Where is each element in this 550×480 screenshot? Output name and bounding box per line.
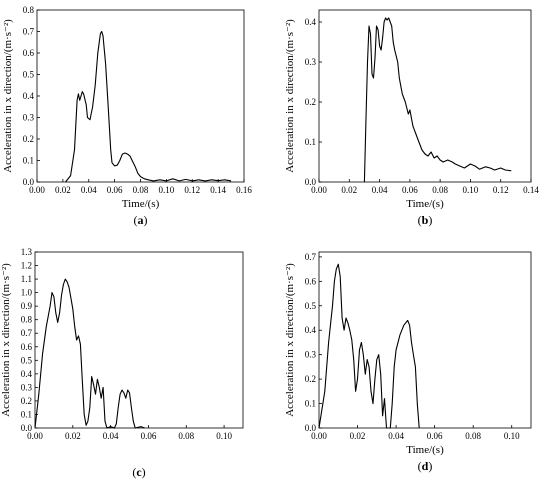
x-tick-label: 0.08: [133, 185, 149, 195]
panel-d: 0.00 0.02 0.04 0.06 0.08 0.10 0.0 0.1 0.2 0.3 0.4 0…: [284, 251, 532, 473]
x-tick-label: 0.06: [141, 431, 157, 441]
y-tick-label: 0.2: [23, 134, 34, 144]
x-tick-label: 0.10: [463, 185, 479, 195]
y-tick-label: 0.0: [305, 177, 317, 187]
x-tick-label: 0.04: [81, 185, 97, 195]
y-tick-label: 0.0: [305, 423, 317, 433]
y-tick-label: 0.3: [305, 350, 317, 360]
y-tick-label: 0.7: [305, 252, 317, 262]
y-tick-label: 0.8: [23, 5, 35, 15]
series-line: [318, 263, 420, 429]
plot-frame: [318, 251, 532, 429]
x-tick-label: 0.10: [216, 431, 232, 441]
panel-label: (b): [418, 213, 433, 227]
y-tick-label: 0.1: [23, 156, 34, 166]
x-tick-label: 0.04: [388, 431, 404, 441]
y-tick-label: 0.8: [21, 315, 33, 325]
y-tick-label: 0.2: [21, 396, 32, 406]
series-line: [363, 17, 512, 183]
y-axis-label: Acceleration in x direction/(m·s⁻²): [284, 263, 296, 417]
panel-label: (d): [418, 459, 433, 473]
y-axis-label: Acceleration in x direction/(m·s⁻²): [2, 19, 14, 173]
y-tick-label: 1.0: [21, 288, 33, 298]
panel-letter: c: [136, 465, 142, 479]
x-tick-label: 0.12: [493, 185, 509, 195]
panel-b: 0.00 0.02 0.04 0.06 0.08 0.10 0.12 0.14 0.0 0.1 0.…: [284, 9, 539, 227]
y-tick-label: 0.4: [23, 91, 35, 101]
y-tick-label: 0.6: [305, 276, 317, 286]
x-tick-label: 0.00: [311, 431, 327, 441]
panel-label: (c): [132, 465, 145, 479]
y-tick-label: 0.2: [305, 374, 316, 384]
y-tick-label: 0.4: [21, 369, 33, 379]
plot-frame: [318, 9, 532, 183]
panel-c: 0.00 0.02 0.04 0.06 0.08 0.10 0.0 0.1 0.2 0.3 0.4 0…: [0, 247, 244, 479]
x-tick-label: 0.02: [65, 431, 81, 441]
x-tick-label: 0.10: [504, 431, 520, 441]
x-tick-label: 0.08: [432, 185, 448, 195]
panel-letter: d: [422, 459, 429, 473]
y-tick-label: 0.7: [23, 27, 35, 37]
y-tick-label: 0.3: [21, 382, 33, 392]
x-tick-label: 0.02: [55, 185, 71, 195]
y-tick-label: 0.5: [23, 70, 35, 80]
plot-frame: [34, 251, 244, 429]
x-axis-label: Time/(s): [406, 444, 444, 456]
x-tick-label: 0.08: [178, 431, 194, 441]
x-tick-label: 0.08: [465, 431, 481, 441]
y-tick-label: 0.0: [23, 177, 35, 187]
y-tick-label: 0.6: [21, 342, 33, 352]
x-tick-label: 0.00: [311, 185, 327, 195]
y-tick-label: 0.5: [21, 355, 33, 365]
panel-label: (a): [134, 213, 148, 227]
y-tick-label: 1.3: [21, 247, 33, 257]
y-tick-label: 0.1: [305, 137, 316, 147]
series-line: [65, 30, 232, 183]
x-tick-label: 0.12: [184, 185, 200, 195]
y-tick-label: 0.0: [21, 423, 33, 433]
y-tick-label: 0.1: [305, 399, 316, 409]
y-tick-label: 1.2: [21, 261, 32, 271]
y-axis-label: Acceleration in x direction/(m·s⁻²): [284, 19, 296, 173]
x-tick-label: 0.14: [523, 185, 539, 195]
x-tick-label: 0.14: [210, 185, 226, 195]
y-tick-label: 0.9: [21, 301, 33, 311]
x-tick-label: 0.02: [350, 431, 366, 441]
x-axis-label: Time/(s): [406, 198, 444, 210]
x-tick-label: 0.04: [372, 185, 388, 195]
x-tick-label: 0.00: [29, 185, 45, 195]
panel-letter: a: [138, 213, 144, 227]
y-tick-label: 0.4: [305, 17, 317, 27]
x-tick-label: 0.06: [107, 185, 123, 195]
series-line: [34, 278, 145, 429]
x-axis-label: Time/(s): [122, 198, 160, 210]
y-tick-label: 0.3: [23, 113, 35, 123]
y-tick-label: 0.3: [305, 57, 317, 67]
y-tick-label: 0.6: [23, 48, 35, 58]
x-tick-label: 0.04: [103, 431, 119, 441]
x-tick-label: 0.10: [159, 185, 175, 195]
x-tick-label: 0.16: [236, 185, 252, 195]
x-tick-label: 0.06: [427, 431, 443, 441]
panel-a: 0.00 0.02 0.04 0.06 0.08 0.10 0.12 0.14 0.16 0.0 0…: [2, 5, 252, 227]
y-tick-label: 0.5: [305, 301, 317, 311]
y-tick-label: 1.1: [21, 274, 32, 284]
x-tick-label: 0.06: [402, 185, 418, 195]
y-tick-label: 0.7: [21, 328, 33, 338]
panel-letter: b: [422, 213, 429, 227]
y-tick-label: 0.2: [305, 97, 316, 107]
y-axis-label: Acceleration in x direction/(m·s⁻²): [0, 263, 12, 417]
x-tick-label: 0.02: [341, 185, 357, 195]
y-tick-label: 0.4: [305, 325, 317, 335]
x-tick-label: 0.00: [27, 431, 43, 441]
y-tick-label: 0.1: [21, 409, 32, 419]
